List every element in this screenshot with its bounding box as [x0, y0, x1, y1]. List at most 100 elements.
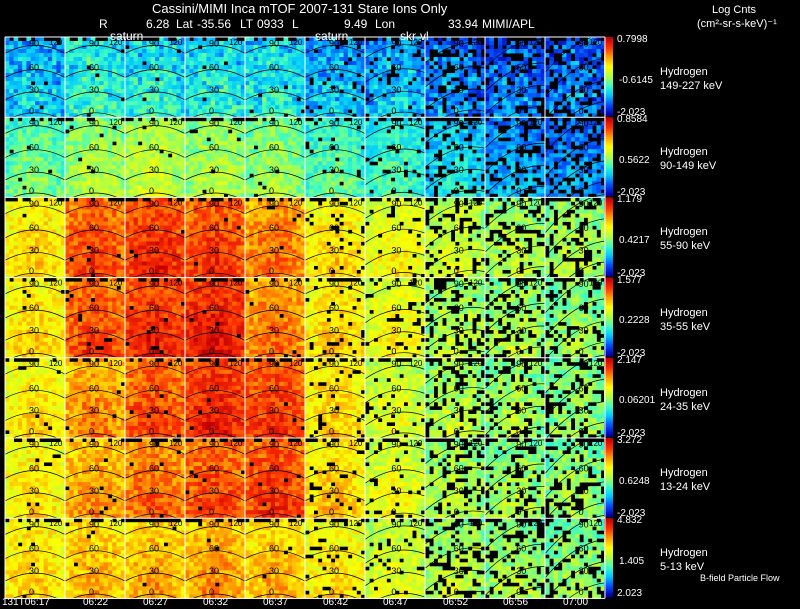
pixel — [403, 101, 409, 106]
pixel — [133, 137, 139, 142]
pixel — [120, 105, 126, 110]
pixel — [347, 189, 353, 194]
pixel — [17, 161, 23, 166]
pixel — [566, 69, 572, 74]
pixel — [545, 117, 550, 122]
pixel — [330, 189, 336, 194]
pixel — [309, 141, 314, 146]
pixel — [575, 85, 580, 90]
pixel — [210, 125, 216, 130]
pixel — [262, 157, 267, 162]
pixel — [382, 165, 387, 170]
contour-label: 60 — [454, 143, 464, 153]
contour-line — [64, 125, 126, 134]
pixel — [587, 65, 593, 70]
pixel — [566, 121, 572, 126]
pixel — [275, 161, 280, 166]
pixel — [47, 129, 53, 134]
pixel — [270, 181, 276, 186]
pixel — [95, 85, 100, 90]
pixel — [86, 145, 92, 150]
pixel — [515, 125, 520, 130]
pixel — [60, 193, 66, 198]
pixel — [489, 109, 494, 114]
pixel — [296, 177, 302, 182]
pixel — [356, 85, 362, 90]
pixel — [382, 65, 387, 70]
pixel — [317, 121, 323, 126]
pixel — [519, 137, 524, 142]
pixel — [592, 85, 597, 90]
pixel — [390, 105, 396, 110]
pixel — [227, 93, 233, 98]
colorbar-segment — [604, 103, 613, 107]
pixel — [35, 125, 40, 130]
pixel — [309, 101, 314, 106]
pixel — [172, 181, 177, 186]
pixel — [223, 85, 229, 90]
pixel — [253, 165, 259, 170]
pixel — [472, 165, 477, 170]
pixel — [257, 97, 263, 102]
pixel — [335, 121, 340, 126]
pixel — [510, 157, 516, 162]
contour-line — [184, 91, 246, 101]
pixel — [575, 65, 580, 70]
contour-line — [64, 149, 126, 159]
pixel — [206, 89, 212, 94]
pixel — [35, 181, 40, 186]
pixel — [167, 57, 173, 62]
pixel — [395, 177, 400, 182]
pixel — [313, 101, 319, 106]
pixel — [429, 89, 434, 94]
pixel — [335, 165, 340, 170]
pixel — [99, 97, 104, 102]
pixel — [523, 145, 529, 150]
pixel — [549, 65, 554, 70]
pixel — [69, 169, 74, 174]
pixel — [39, 37, 44, 42]
pixel — [236, 193, 242, 198]
pixel — [429, 173, 434, 178]
pixel — [129, 141, 134, 146]
pixel — [236, 109, 242, 114]
pixel — [377, 133, 383, 138]
pixel — [330, 89, 336, 94]
pixel — [112, 57, 117, 62]
pixel — [5, 113, 10, 118]
pixel — [253, 121, 259, 126]
pixel — [245, 65, 250, 70]
contour-label: 30 — [89, 165, 99, 175]
pixel — [467, 101, 473, 106]
pixel — [193, 81, 199, 86]
pixel — [129, 49, 134, 54]
pixel — [472, 157, 477, 162]
pixel — [540, 89, 546, 94]
pixel — [39, 93, 44, 98]
pixel — [279, 129, 284, 134]
pixel — [283, 93, 289, 98]
pixel — [317, 145, 323, 150]
pixel — [202, 101, 207, 106]
pixel — [103, 45, 109, 50]
pixel — [313, 141, 319, 146]
pixel — [566, 73, 572, 78]
pixel — [300, 105, 306, 110]
pixel — [86, 137, 92, 142]
pixel — [352, 133, 357, 138]
pixel — [142, 185, 147, 190]
pixel — [382, 85, 387, 90]
pixel — [283, 137, 289, 142]
pixel — [493, 181, 499, 186]
pixel — [223, 81, 229, 86]
pixel — [9, 57, 14, 62]
pixel — [497, 57, 503, 62]
pixel — [47, 193, 53, 198]
pixel — [450, 193, 456, 198]
pixel — [343, 181, 349, 186]
pixel — [305, 113, 310, 118]
pixel — [159, 121, 164, 126]
pixel — [137, 93, 143, 98]
contour-label: 120 — [289, 118, 303, 127]
pixel — [339, 117, 344, 122]
